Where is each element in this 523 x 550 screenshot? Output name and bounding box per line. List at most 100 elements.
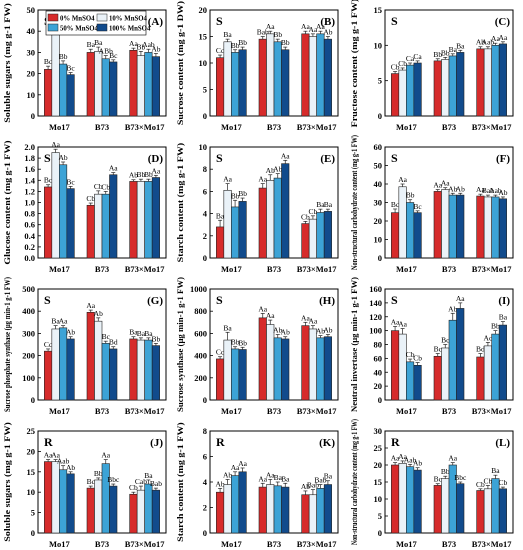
bar bbox=[109, 348, 118, 401]
y-tick-label: 0 bbox=[31, 395, 35, 405]
y-tick-label: 20 bbox=[374, 216, 383, 226]
bar bbox=[316, 33, 325, 117]
bar bbox=[491, 196, 500, 259]
significance-letter: Ba bbox=[51, 317, 60, 326]
panel-label: (G) bbox=[147, 295, 163, 307]
bar bbox=[223, 339, 232, 401]
panel-label: (C) bbox=[495, 16, 511, 28]
significance-letter: Aa bbox=[391, 317, 400, 326]
bar bbox=[101, 58, 110, 117]
significance-letter: Aa bbox=[398, 320, 407, 329]
y-axis-label: Non-structural carbohydrate content (mg … bbox=[349, 135, 359, 270]
x-tick-label: B73 bbox=[442, 539, 456, 549]
y-tick-label: 0.0 bbox=[24, 253, 35, 263]
significance-letter: Bb bbox=[273, 30, 282, 39]
y-tick-label: 15 bbox=[374, 5, 383, 15]
significance-letter: Aa bbox=[499, 33, 508, 42]
significance-letter: Cc bbox=[216, 46, 225, 55]
bar bbox=[136, 181, 145, 259]
significance-letter: Ba bbox=[316, 200, 325, 209]
tissue-label: S bbox=[216, 151, 223, 165]
significance-letter: Ab bbox=[281, 328, 290, 337]
bar bbox=[281, 49, 290, 117]
bar bbox=[144, 483, 153, 534]
bar bbox=[498, 488, 507, 534]
bar bbox=[86, 312, 95, 401]
bar bbox=[323, 484, 332, 534]
bar bbox=[44, 69, 53, 117]
bar bbox=[308, 494, 317, 534]
bar bbox=[109, 485, 118, 534]
significance-letter: Cb bbox=[413, 354, 422, 363]
y-tick-label: 1.4 bbox=[24, 175, 35, 185]
legend-swatch bbox=[96, 23, 108, 32]
bar bbox=[433, 60, 442, 117]
y-tick-label: 100 bbox=[22, 373, 35, 383]
significance-letter: Ba bbox=[324, 472, 333, 481]
x-tick-label: Mo17 bbox=[221, 122, 243, 132]
bar bbox=[144, 181, 153, 259]
significance-letter: Ab bbox=[448, 304, 457, 313]
significance-letter: Aa bbox=[258, 474, 267, 483]
x-tick-label: B73 bbox=[95, 264, 109, 274]
legend: 0% MnSO4 10% MnSO4 50% MnSO4 100% MnSO4 bbox=[45, 10, 151, 36]
bar bbox=[498, 324, 507, 401]
y-tick-label: 30 bbox=[27, 47, 36, 57]
significance-letter: Aa bbox=[433, 181, 442, 190]
legend-swatch bbox=[47, 13, 59, 22]
bar bbox=[266, 324, 275, 401]
x-tick-label: B73×Mo17 bbox=[472, 264, 513, 274]
significance-letter: Aab bbox=[482, 38, 495, 47]
legend-label: 100% MnSO4 bbox=[109, 26, 151, 33]
y-tick-label: 10 bbox=[374, 235, 383, 245]
bar bbox=[308, 36, 317, 117]
significance-letter: Cb bbox=[301, 212, 310, 221]
y-tick-label: 20 bbox=[27, 69, 36, 79]
y-tick-label: 50 bbox=[27, 5, 36, 15]
x-tick-label: B73 bbox=[95, 122, 109, 132]
significance-letter: Cab bbox=[135, 477, 147, 486]
significance-letter: Aa bbox=[441, 179, 450, 188]
bar bbox=[223, 189, 232, 259]
y-tick-label: 0 bbox=[378, 528, 382, 538]
tissue-label: S bbox=[216, 14, 223, 28]
significance-letter: Ba bbox=[456, 41, 465, 50]
y-axis-label: Starch content (mg g-1 FW) bbox=[175, 422, 185, 542]
significance-letter: Aa bbox=[223, 175, 232, 184]
y-tick-label: 0 bbox=[203, 253, 207, 263]
x-tick-label: B73×Mo17 bbox=[297, 539, 338, 549]
x-tick-label: Mo17 bbox=[221, 406, 243, 416]
y-tick-label: 0 bbox=[378, 253, 382, 263]
bar bbox=[391, 464, 400, 534]
y-axis-label: Soluble sugars (mg g-1 FW) bbox=[2, 3, 12, 123]
significance-letter: Cb bbox=[101, 182, 110, 191]
significance-letter: Ab bbox=[301, 482, 310, 491]
y-tick-label: 6 bbox=[203, 186, 207, 196]
x-tick-label: Mo17 bbox=[49, 264, 71, 274]
significance-letter: Aa bbox=[476, 185, 485, 194]
significance-letter: Bab bbox=[307, 481, 319, 490]
significance-letter: Bc bbox=[44, 176, 53, 185]
bar bbox=[44, 186, 53, 259]
significance-letter: Aa bbox=[258, 304, 267, 313]
y-tick-label: 120 bbox=[369, 312, 382, 322]
bar bbox=[281, 338, 290, 401]
bar bbox=[66, 74, 75, 117]
significance-letter: Bc bbox=[44, 57, 53, 66]
significance-letter: Aa bbox=[86, 301, 95, 310]
y-tick-label: 15 bbox=[374, 477, 383, 487]
bar bbox=[441, 478, 450, 534]
bar bbox=[483, 196, 492, 259]
significance-letter: Aa bbox=[301, 22, 310, 31]
significance-letter: Ba bbox=[129, 328, 138, 337]
x-tick-label: Mo17 bbox=[396, 539, 418, 549]
bar bbox=[44, 461, 53, 534]
significance-letter: Bc bbox=[434, 345, 443, 354]
bar bbox=[94, 51, 103, 117]
tissue-label: S bbox=[391, 14, 398, 28]
significance-letter: Aab bbox=[404, 455, 417, 464]
significance-letter: Ab bbox=[476, 38, 485, 47]
panel-f: 0 10 20 30 40 50 60 Non-structural carbohydrate… bbox=[349, 135, 514, 274]
y-tick-label: 500 bbox=[22, 284, 35, 294]
bar bbox=[406, 64, 415, 117]
